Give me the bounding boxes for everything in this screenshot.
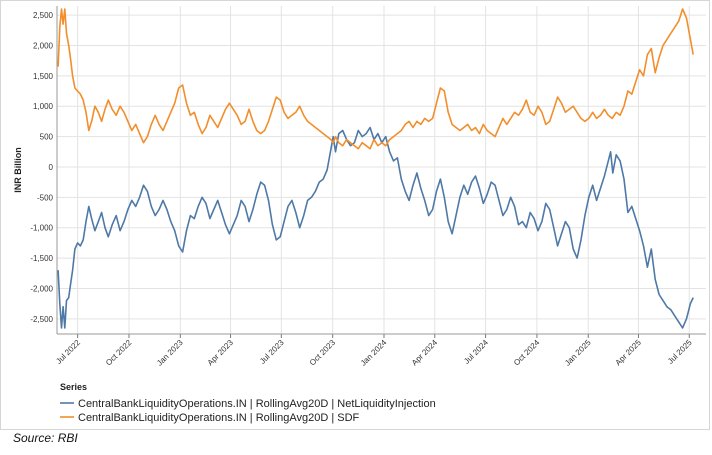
y-tick-label: -1,500 [30, 254, 53, 263]
y-tick-label: -500 [37, 193, 54, 202]
y-tick-label: -2,000 [30, 284, 53, 293]
x-tick-label: Jan 2024 [359, 338, 389, 368]
x-tick-label: Apr 2024 [410, 338, 440, 368]
x-tick-label: Jul 2025 [666, 338, 694, 366]
series-lines [57, 8, 694, 329]
series-line-sdf [57, 8, 694, 150]
axes: 2,500 2,000 1,500 1,000 500 0 -500 -1,000 -1,500… [30, 6, 706, 368]
x-tick-label: Jan 2023 [155, 338, 185, 368]
y-tick-label: -2,500 [30, 315, 53, 324]
y-tick-label: 500 [40, 133, 54, 142]
y-tick-label: 1,000 [33, 102, 54, 111]
y-tick-label: 0 [49, 163, 54, 172]
legend-label-sdf: CentralBankLiquidityOperations.IN | Roll… [78, 412, 360, 424]
line-chart: 2,500 2,000 1,500 1,000 500 0 -500 -1,000 -1,500… [13, 6, 706, 424]
y-tick-label: -1,000 [30, 224, 53, 233]
y-tick-label: 2,500 [33, 11, 54, 20]
x-tick-label: Apr 2025 [614, 338, 644, 368]
x-tick-label: Oct 2023 [308, 338, 338, 368]
y-tick-label: 2,000 [33, 41, 54, 50]
legend-title: Series [60, 382, 87, 392]
y-tick-label: 1,500 [33, 72, 54, 81]
gridlines [57, 6, 706, 334]
legend-label-net-liquidity: CentralBankLiquidityOperations.IN | Roll… [78, 398, 436, 410]
x-tick-label: Jul 2022 [54, 338, 82, 366]
x-tick-label: Apr 2023 [206, 338, 236, 368]
x-tick-label: Oct 2022 [104, 338, 134, 368]
x-tick-label: Jan 2025 [563, 338, 593, 368]
x-tick-label: Oct 2024 [512, 338, 542, 368]
chart-frame [0, 0, 710, 430]
x-tick-label: Jul 2023 [258, 338, 286, 366]
y-axis-title: INR Billion [13, 147, 23, 193]
legend: Series CentralBankLiquidityOperations.IN… [60, 382, 436, 424]
x-tick-label: Jul 2024 [462, 338, 490, 366]
source-note: Source: RBI [13, 431, 78, 445]
series-line-net-liquidity [57, 126, 694, 329]
